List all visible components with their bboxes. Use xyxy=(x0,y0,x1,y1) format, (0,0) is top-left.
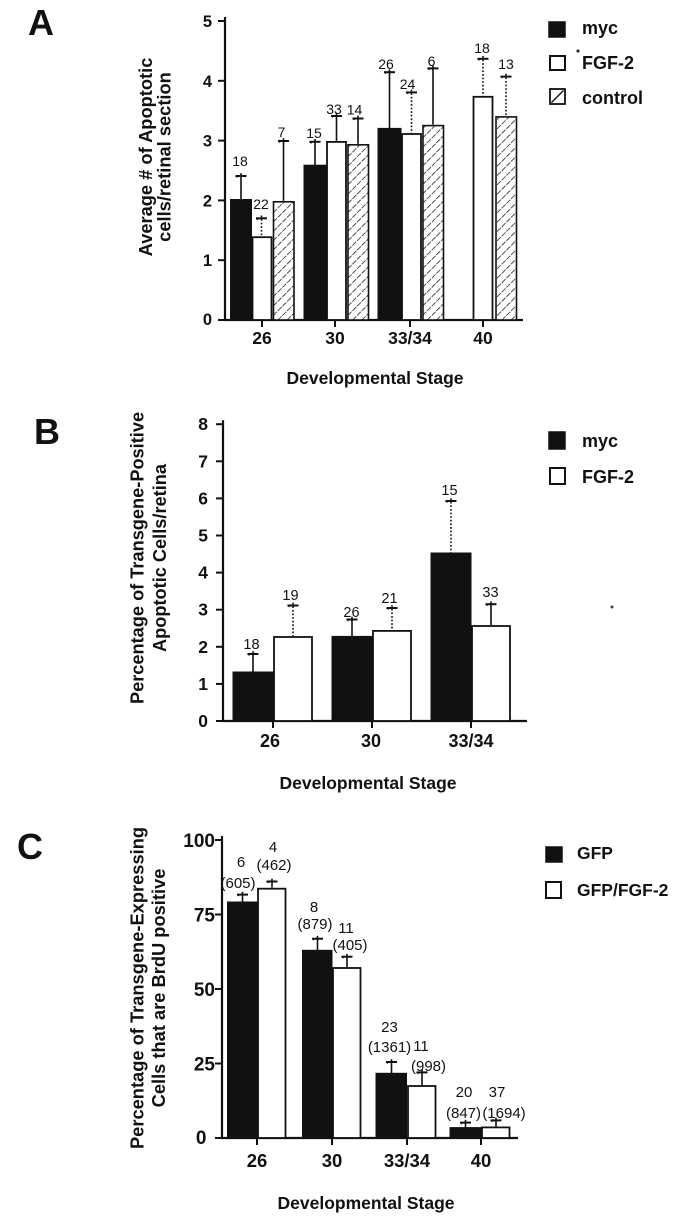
svg-text:21: 21 xyxy=(381,591,397,607)
svg-text:(847): (847) xyxy=(446,1105,481,1122)
svg-text:2: 2 xyxy=(203,192,212,210)
svg-text:C: C xyxy=(17,826,43,867)
svg-text:33: 33 xyxy=(482,585,498,601)
svg-text:50: 50 xyxy=(194,980,215,1001)
svg-text:18: 18 xyxy=(243,637,259,653)
svg-text:13: 13 xyxy=(498,56,514,72)
svg-text:A: A xyxy=(28,2,54,43)
svg-text:Apoptotic Cells/retina: Apoptotic Cells/retina xyxy=(150,463,170,652)
svg-text:(1694): (1694) xyxy=(482,1105,525,1122)
svg-text:Developmental Stage: Developmental Stage xyxy=(287,368,464,388)
svg-text:33: 33 xyxy=(326,101,342,117)
svg-text:30: 30 xyxy=(322,1150,343,1171)
svg-text:26: 26 xyxy=(247,1150,268,1171)
svg-text:Percentage of Transgene-Positi: Percentage of Transgene-Positive xyxy=(127,412,147,704)
svg-text:26: 26 xyxy=(343,605,359,621)
svg-text:7: 7 xyxy=(198,451,208,471)
svg-text:3: 3 xyxy=(198,600,208,620)
svg-text:GFP/FGF-2: GFP/FGF-2 xyxy=(577,880,669,900)
svg-text:(879): (879) xyxy=(297,916,332,933)
svg-text:Cells that are BrdU positive: Cells that are BrdU positive xyxy=(148,869,169,1108)
svg-text:Developmental Stage: Developmental Stage xyxy=(278,1193,455,1213)
svg-text:33/34: 33/34 xyxy=(384,1150,431,1171)
svg-text:25: 25 xyxy=(194,1055,216,1076)
svg-text:19: 19 xyxy=(282,588,298,604)
svg-text:15: 15 xyxy=(441,483,457,499)
svg-text:1: 1 xyxy=(203,252,212,270)
svg-text:myc: myc xyxy=(582,431,618,451)
svg-text:11: 11 xyxy=(413,1038,429,1055)
svg-text:0: 0 xyxy=(196,1128,207,1149)
svg-text:Percentage of Transgene-Expres: Percentage of Transgene-Expressing xyxy=(126,827,147,1149)
svg-text:24: 24 xyxy=(400,76,416,92)
svg-text:4: 4 xyxy=(269,839,277,856)
svg-text:26: 26 xyxy=(378,56,394,72)
svg-text:3: 3 xyxy=(203,133,212,151)
svg-text:22: 22 xyxy=(253,196,269,212)
svg-text:5: 5 xyxy=(198,526,208,546)
svg-text:FGF-2: FGF-2 xyxy=(582,53,634,73)
svg-text:1: 1 xyxy=(198,674,208,694)
svg-text:11: 11 xyxy=(338,920,354,937)
svg-text:6: 6 xyxy=(428,53,436,69)
svg-text:6: 6 xyxy=(198,488,208,508)
svg-text:4: 4 xyxy=(203,73,213,91)
svg-text:18: 18 xyxy=(474,40,490,56)
svg-text:37: 37 xyxy=(489,1084,506,1101)
svg-text:2: 2 xyxy=(198,637,208,657)
svg-text:myc: myc xyxy=(582,18,618,38)
svg-text:0: 0 xyxy=(198,711,208,731)
svg-text:18: 18 xyxy=(232,153,248,169)
svg-text:33/34: 33/34 xyxy=(388,328,432,348)
svg-text:FGF-2: FGF-2 xyxy=(582,467,634,487)
svg-text:26: 26 xyxy=(252,328,272,348)
svg-text:100: 100 xyxy=(183,831,215,852)
svg-text:4: 4 xyxy=(198,563,208,583)
svg-text:40: 40 xyxy=(471,1150,492,1171)
svg-text:20: 20 xyxy=(456,1084,473,1101)
svg-text:(405): (405) xyxy=(332,937,367,954)
svg-text:(605): (605) xyxy=(220,875,255,892)
svg-text:40: 40 xyxy=(473,328,493,348)
svg-text:(998): (998) xyxy=(411,1058,446,1075)
svg-text:control: control xyxy=(582,88,643,108)
svg-text:8: 8 xyxy=(198,414,208,434)
svg-text:cells/retinal section: cells/retinal section xyxy=(153,72,174,242)
svg-text:B: B xyxy=(34,411,60,452)
svg-text:15: 15 xyxy=(306,125,322,141)
svg-text:5: 5 xyxy=(203,13,212,31)
svg-text:Average # of Apoptotic: Average # of Apoptotic xyxy=(135,58,156,257)
svg-text:GFP: GFP xyxy=(577,843,613,863)
svg-text:7: 7 xyxy=(278,124,286,140)
svg-text:75: 75 xyxy=(194,906,216,927)
svg-text:14: 14 xyxy=(347,102,363,118)
svg-text:8: 8 xyxy=(310,899,318,916)
svg-text:23: 23 xyxy=(381,1019,398,1036)
svg-text:26: 26 xyxy=(260,731,280,751)
svg-text:6: 6 xyxy=(237,854,245,871)
svg-text:Developmental Stage: Developmental Stage xyxy=(280,773,457,793)
svg-text:(462): (462) xyxy=(256,857,291,874)
svg-text:30: 30 xyxy=(361,731,381,751)
svg-text:(1361): (1361) xyxy=(368,1039,411,1056)
svg-text:33/34: 33/34 xyxy=(448,731,493,751)
svg-text:0: 0 xyxy=(203,311,212,329)
svg-text:30: 30 xyxy=(325,328,345,348)
